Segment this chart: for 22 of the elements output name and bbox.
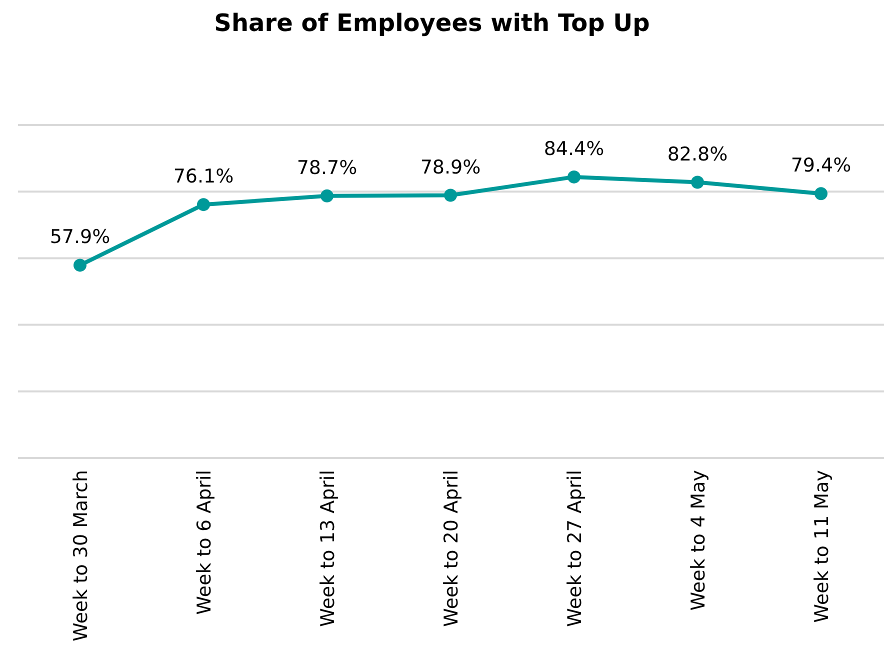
x-tick-label: Week to 13 April: [317, 470, 339, 627]
x-tick-label: Week to 11 May: [811, 470, 833, 623]
data-label: 84.4%: [544, 138, 604, 160]
data-label: 57.9%: [50, 226, 110, 248]
point: [444, 188, 457, 202]
chart-title: Share of Employees with Top Up: [214, 9, 650, 37]
x-tick-label: Week to 27 April: [564, 470, 586, 627]
point: [691, 176, 704, 189]
point: [320, 189, 334, 202]
point: [74, 258, 86, 272]
data-label: 76.1%: [173, 166, 234, 188]
x-tick-label: Week to 6 April: [194, 470, 216, 615]
x-tick-label: Week to 30 March: [70, 470, 92, 642]
data-label: 79.4%: [790, 154, 852, 177]
point: [814, 187, 828, 200]
x-tick-label: Week to 20 April: [440, 470, 462, 627]
data-label: 78.9%: [420, 156, 481, 178]
data-label: 82.8%: [667, 143, 728, 166]
point: [197, 198, 210, 212]
point: [568, 170, 580, 184]
x-tick-label: Week to 4 May: [688, 470, 710, 611]
data-label: 78.7%: [296, 156, 358, 179]
